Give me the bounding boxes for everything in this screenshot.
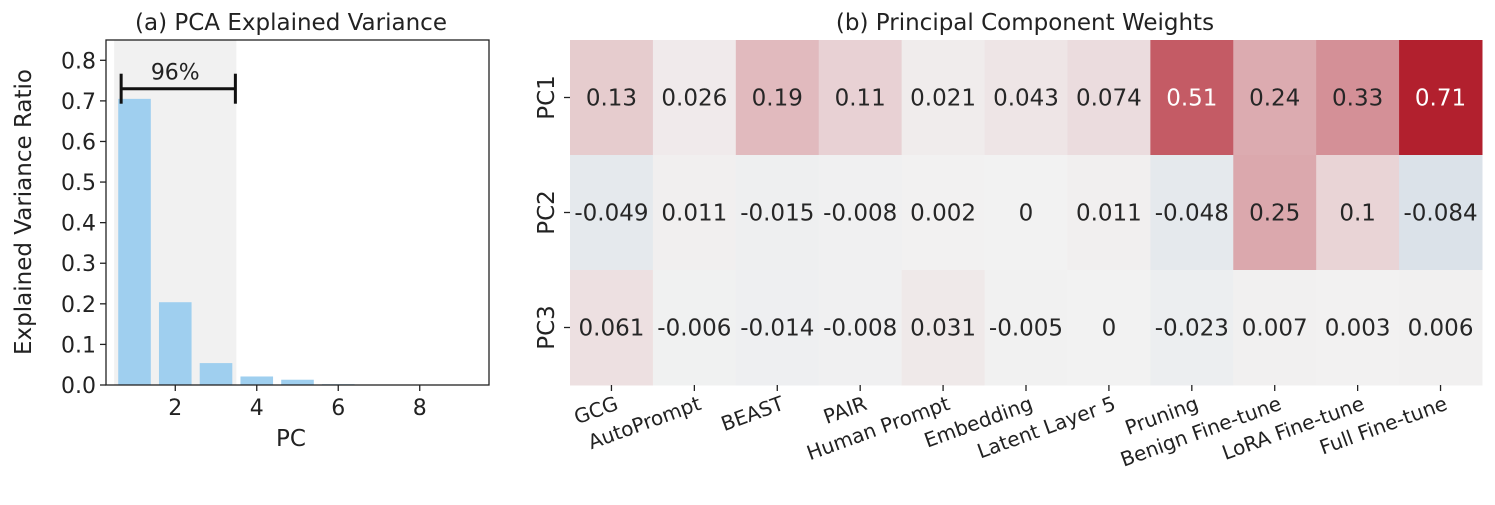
cell-value-label: 0.006 [1408, 316, 1474, 342]
heatmap-cell [818, 270, 903, 386]
heatmap-cell [901, 40, 986, 156]
heatmap-cell [1316, 270, 1400, 386]
heatmap-cell [1316, 155, 1400, 271]
cell-value-label: 0.24 [1249, 86, 1300, 112]
bracket-label: 96% [151, 61, 200, 86]
heatmap-cell [652, 270, 737, 386]
y-tick-label: 0.5 [61, 171, 96, 196]
variance-bracket: 96% [119, 61, 237, 104]
heatmap-cell [818, 155, 903, 271]
heatmap-cell [1150, 270, 1234, 386]
y-tick-label: 0.3 [61, 252, 96, 277]
cell-value-label: 0.1 [1339, 201, 1376, 227]
component-weights-panel: (b) Principal Component Weights 0.13 0.02… [534, 10, 1483, 472]
x-tick-label: 8 [413, 396, 427, 421]
heatmap-cell [1150, 155, 1234, 271]
cell-value-label: 0.021 [910, 86, 976, 112]
heatmap-cell [984, 40, 1068, 156]
cell-value-label: 0.002 [910, 201, 976, 227]
cell-value-label: -0.006 [657, 316, 731, 342]
heatmap-cell [1316, 40, 1400, 156]
heatmap-cell [1233, 40, 1317, 156]
heatmap-cell [901, 270, 986, 386]
heatmap-cell [1067, 40, 1151, 156]
heatmap-cell [735, 40, 820, 156]
pca-plot-frame [105, 39, 490, 386]
heatmap-cell [901, 155, 986, 271]
cell-value-label: 0.25 [1249, 201, 1300, 227]
cell-value-label: -0.023 [1155, 316, 1229, 342]
cell-value-label: 0 [1102, 316, 1117, 342]
column-label: BEAST [718, 391, 788, 436]
pca-bar [118, 98, 151, 386]
heatmap-cell [1399, 155, 1483, 271]
heatmap-cell [984, 155, 1068, 271]
row-label: PC1 [534, 75, 560, 120]
y-tick-label: 0.8 [61, 49, 96, 74]
cell-value-label: 0.003 [1325, 316, 1391, 342]
cell-value-label: -0.008 [823, 201, 897, 227]
cell-value-label: 0.043 [993, 86, 1059, 112]
heatmap-cell [1150, 40, 1234, 156]
heatmap-cell [818, 40, 903, 156]
x-tick-label: 6 [331, 396, 345, 421]
y-tick-label: 0.2 [61, 293, 96, 318]
heatmap-cell [1067, 270, 1151, 386]
cell-value-label: 0.026 [661, 86, 727, 112]
cell-value-label: 0.19 [752, 86, 803, 112]
heatmap-cell [570, 40, 654, 156]
cell-value-label: -0.048 [1155, 201, 1229, 227]
cell-value-label: -0.049 [574, 201, 648, 227]
pca-chart-title: (a) PCA Explained Variance [135, 10, 447, 36]
row-label: PC2 [534, 190, 560, 235]
heatmap-cell [652, 155, 737, 271]
pca-bar [281, 379, 314, 385]
heatmap-cell [652, 40, 737, 156]
pca-y-axis-label: Explained Variance Ratio [11, 69, 37, 355]
cell-value-label: 0.11 [835, 86, 886, 112]
cell-value-label: 0 [1019, 201, 1034, 227]
cell-value-label: 0.074 [1076, 86, 1142, 112]
y-tick-label: 0.1 [61, 333, 96, 358]
pca-bar [199, 363, 233, 385]
cell-value-label: 0.51 [1166, 86, 1217, 112]
cell-value-label: 0.007 [1242, 316, 1308, 342]
cell-value-label: 0.011 [661, 201, 727, 227]
heatmap-cell [1233, 155, 1317, 271]
pca-bar [158, 302, 192, 385]
cell-value-label: 0.031 [910, 316, 976, 342]
pca-variance-panel: (a) PCA Explained Variance 96% 0.0 0.1 0.2… [11, 10, 490, 452]
cell-value-label: -0.008 [823, 316, 897, 342]
cell-value-label: 0.13 [586, 86, 637, 112]
y-tick-label: 0.4 [61, 212, 96, 237]
heatmap-cell [1399, 270, 1483, 386]
heatmap-cell [570, 155, 654, 271]
heatmap-cell [1067, 155, 1151, 271]
cell-value-label: -0.015 [740, 201, 814, 227]
cell-value-label: 0.061 [579, 316, 645, 342]
heatmap-title: (b) Principal Component Weights [836, 10, 1214, 36]
heatmap-cell [735, 155, 820, 271]
cell-value-label: 0.011 [1076, 201, 1142, 227]
cell-value-label: -0.005 [989, 316, 1063, 342]
cell-value-label: 0.71 [1415, 86, 1466, 112]
cell-value-label: 0.33 [1332, 86, 1383, 112]
heatmap-cell [1233, 270, 1317, 386]
heatmap-cell [1399, 40, 1483, 156]
row-label: PC3 [534, 305, 560, 350]
heatmap-cell [570, 270, 654, 386]
y-tick-label: 0.6 [61, 130, 96, 155]
x-tick-label: 4 [250, 396, 264, 421]
cell-value-label: -0.014 [740, 316, 814, 342]
pca-bar [240, 376, 274, 385]
heatmap-cell [735, 270, 820, 386]
y-tick-label: 0.7 [61, 90, 96, 115]
heatmap-cell [984, 270, 1068, 386]
cell-value-label: -0.084 [1403, 201, 1477, 227]
x-tick-label: 2 [168, 396, 182, 421]
pca-x-axis-label: PC [276, 426, 306, 452]
y-tick-label: 0.0 [61, 374, 96, 399]
